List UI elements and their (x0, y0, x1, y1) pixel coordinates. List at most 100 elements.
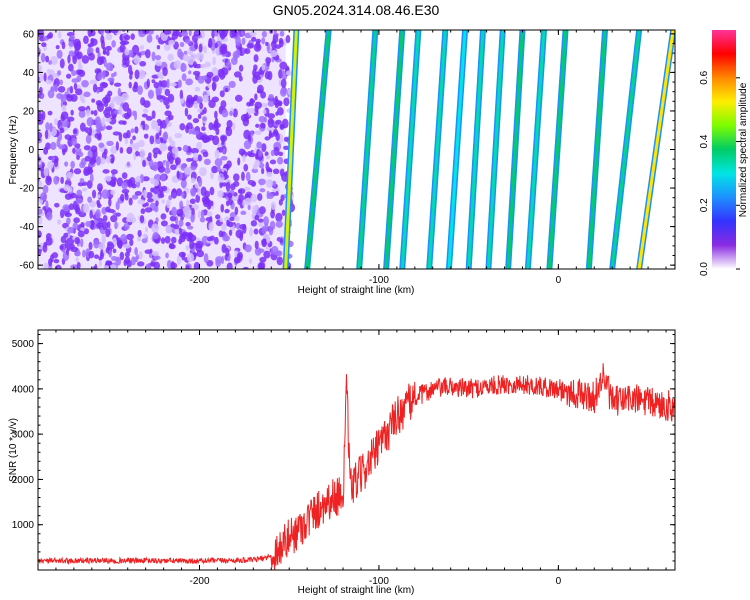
noise-speck (90, 156, 95, 166)
noise-speck (236, 251, 243, 261)
noise-speck (38, 117, 44, 125)
noise-speck (201, 126, 206, 132)
noise-speck (56, 49, 63, 59)
noise-speck (188, 30, 192, 37)
noise-speck (243, 140, 252, 150)
noise-speck (155, 217, 159, 223)
noise-speck (67, 54, 71, 64)
noise-speck (197, 113, 202, 119)
noise-speck (261, 64, 266, 71)
noise-speck (137, 85, 143, 95)
noise-speck (248, 108, 257, 114)
noise-speck (215, 214, 221, 220)
noise-speck (110, 145, 118, 155)
colorbar-bar (712, 30, 736, 269)
noise-speck (187, 114, 192, 120)
noise-speck (243, 163, 249, 172)
noise-speck (69, 192, 77, 199)
noise-speck (129, 73, 133, 80)
noise-speck (251, 205, 257, 216)
noise-speck (252, 74, 258, 84)
noise-speck (50, 141, 57, 151)
noise-speck (68, 203, 75, 211)
noise-speck (110, 215, 118, 223)
heatmap-x-tick-label: -100 (369, 275, 389, 286)
noise-speck (130, 128, 135, 134)
noise-speck (269, 179, 273, 187)
noise-speck (110, 30, 119, 34)
noise-speck (258, 115, 266, 123)
noise-speck (70, 246, 79, 252)
noise-speck (211, 165, 219, 174)
noise-speck (137, 229, 142, 238)
noise-speck (81, 55, 90, 64)
noise-speck (124, 192, 128, 197)
noise-speck (176, 170, 180, 179)
noise-speck (251, 36, 257, 42)
noise-speck (195, 240, 204, 249)
noise-speck (194, 86, 201, 92)
heatmap-y-ticks: -60 -40 -20 0 20 40 60 (20, 29, 675, 272)
noise-speck (190, 147, 199, 154)
noise-speck (185, 244, 190, 251)
noise-speck (225, 181, 231, 192)
noise-speck (71, 137, 77, 146)
noise-speck (248, 102, 254, 107)
noise-speck (101, 234, 106, 244)
noise-speck (206, 259, 214, 267)
noise-speck (100, 35, 105, 44)
noise-speck (151, 79, 156, 84)
noise-speck (262, 109, 267, 115)
noise-speck (283, 145, 290, 151)
noise-speck (73, 217, 80, 224)
noise-speck (264, 222, 269, 232)
noise-speck (192, 152, 199, 161)
noise-speck (112, 248, 117, 254)
noise-speck (254, 240, 259, 250)
noise-speck (105, 176, 112, 182)
noise-speck (232, 122, 236, 131)
noise-speck (254, 93, 258, 101)
noise-speck (283, 136, 289, 142)
noise-speck (267, 70, 273, 81)
noise-speck (271, 245, 279, 255)
noise-speck (57, 219, 62, 225)
noise-speck (59, 127, 65, 134)
noise-speck (247, 204, 251, 211)
noise-speck (200, 63, 207, 69)
noise-speck (80, 238, 84, 248)
snr-background (38, 330, 675, 570)
heatmap-y-tick-label: 60 (23, 29, 35, 40)
noise-speck (223, 170, 227, 178)
noise-speck (281, 118, 289, 129)
noise-speck (45, 142, 51, 150)
noise-speck (93, 254, 100, 259)
noise-speck (189, 239, 195, 250)
noise-speck (73, 168, 82, 175)
noise-speck (237, 189, 243, 194)
noise-speck (97, 72, 103, 81)
noise-speck (225, 247, 230, 258)
noise-speck (161, 199, 166, 204)
noise-speck (101, 70, 106, 80)
noise-speck (110, 72, 116, 78)
heatmap-x-tick-label: -200 (189, 275, 209, 286)
noise-speck (151, 120, 159, 129)
noise-speck (186, 157, 193, 162)
noise-speck (139, 60, 147, 67)
noise-speck (151, 161, 159, 172)
noise-speck (206, 211, 213, 217)
noise-speck (235, 229, 244, 239)
noise-speck (159, 136, 164, 143)
noise-speck (195, 194, 201, 203)
noise-speck (264, 136, 271, 141)
noise-speck (144, 226, 149, 233)
noise-speck (273, 128, 278, 137)
noise-speck (77, 59, 82, 68)
noise-speck (184, 39, 191, 44)
noise-speck (85, 109, 91, 117)
noise-speck (73, 82, 78, 91)
noise-speck (261, 37, 266, 45)
noise-speck (203, 253, 209, 264)
noise-speck (164, 167, 171, 174)
